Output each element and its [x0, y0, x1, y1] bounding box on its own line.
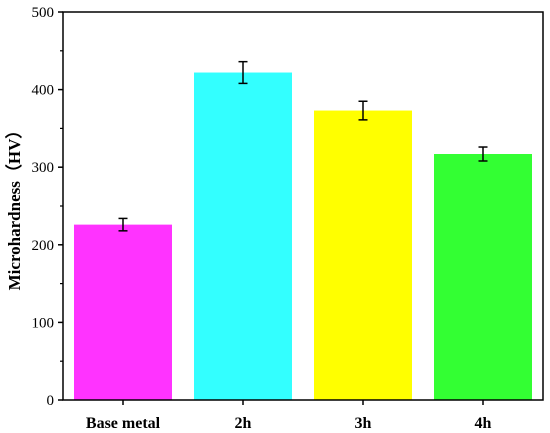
error-bar-base-metal [118, 217, 128, 232]
error-bar-2h [238, 60, 248, 85]
error-bar-3h [358, 100, 368, 121]
y-tick-label: 400 [32, 83, 55, 99]
bar-3h [314, 110, 412, 400]
bar-base-metal [74, 224, 172, 400]
x-tick-label-4h: 4h [475, 415, 492, 432]
bars-group [74, 72, 532, 400]
x-axis-ticks: Base metal 2h 3h 4h [86, 400, 492, 432]
y-tick-label: 300 [32, 160, 55, 176]
y-axis-title: Microhardness（HV） [4, 122, 24, 291]
y-tick-label: 500 [32, 5, 55, 21]
y-axis-ticks: 0 100 200 300 400 500 [32, 5, 63, 409]
x-tick-label-2h: 2h [235, 415, 252, 432]
bar-2h [194, 72, 292, 400]
x-tick-label-3h: 3h [355, 415, 372, 432]
y-tick-label: 100 [32, 315, 55, 331]
bar-4h [434, 154, 532, 400]
error-bar-4h [478, 146, 488, 162]
x-tick-label-base-metal: Base metal [86, 415, 161, 432]
y-tick-label: 200 [32, 238, 55, 254]
error-bars-group [118, 60, 488, 232]
y-tick-label: 0 [47, 393, 55, 409]
